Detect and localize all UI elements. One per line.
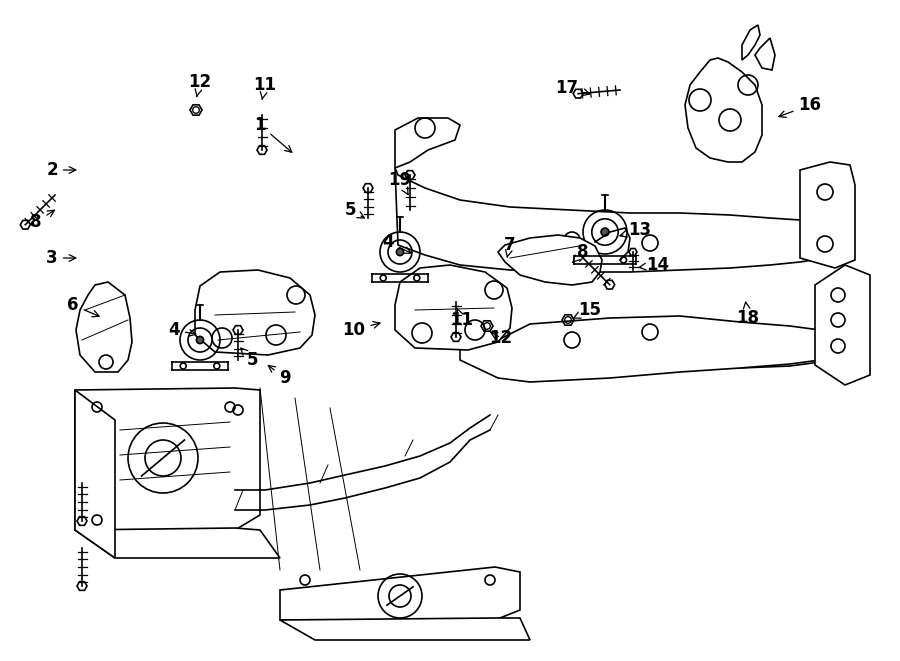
Polygon shape (76, 282, 132, 372)
Polygon shape (280, 618, 530, 640)
Text: 3: 3 (46, 249, 76, 267)
Polygon shape (460, 295, 840, 378)
Text: 6: 6 (68, 296, 99, 317)
Text: 16: 16 (778, 96, 822, 118)
Text: 8: 8 (31, 210, 55, 231)
Text: 19: 19 (389, 171, 411, 194)
Text: 10: 10 (343, 321, 380, 339)
Text: 15: 15 (573, 301, 601, 319)
Text: 12: 12 (490, 329, 513, 347)
Text: 7: 7 (504, 236, 516, 257)
Text: 17: 17 (555, 79, 590, 97)
Polygon shape (460, 316, 840, 382)
Circle shape (601, 228, 609, 236)
Polygon shape (395, 168, 825, 272)
Text: 11: 11 (451, 308, 473, 329)
Text: 5: 5 (344, 201, 364, 219)
Polygon shape (280, 567, 520, 620)
Text: 12: 12 (188, 73, 212, 97)
Polygon shape (195, 270, 315, 355)
Polygon shape (498, 235, 602, 285)
Polygon shape (800, 162, 855, 268)
Polygon shape (395, 118, 460, 168)
Text: 14: 14 (639, 256, 670, 274)
Text: 4: 4 (168, 321, 196, 339)
Polygon shape (755, 38, 775, 70)
Text: 2: 2 (46, 161, 76, 179)
Text: 1: 1 (254, 116, 292, 152)
Text: 18: 18 (736, 302, 760, 327)
Polygon shape (395, 265, 512, 350)
Polygon shape (75, 528, 280, 558)
Text: 11: 11 (254, 76, 276, 100)
Polygon shape (685, 58, 762, 162)
Circle shape (396, 249, 403, 256)
Text: 8: 8 (572, 243, 589, 262)
Polygon shape (75, 390, 115, 558)
Text: 9: 9 (268, 366, 291, 387)
Text: 13: 13 (620, 221, 652, 239)
Text: 5: 5 (241, 348, 257, 369)
Polygon shape (815, 265, 870, 385)
Text: 4: 4 (382, 233, 411, 253)
Polygon shape (75, 388, 260, 530)
Polygon shape (742, 25, 760, 60)
Circle shape (196, 336, 203, 344)
